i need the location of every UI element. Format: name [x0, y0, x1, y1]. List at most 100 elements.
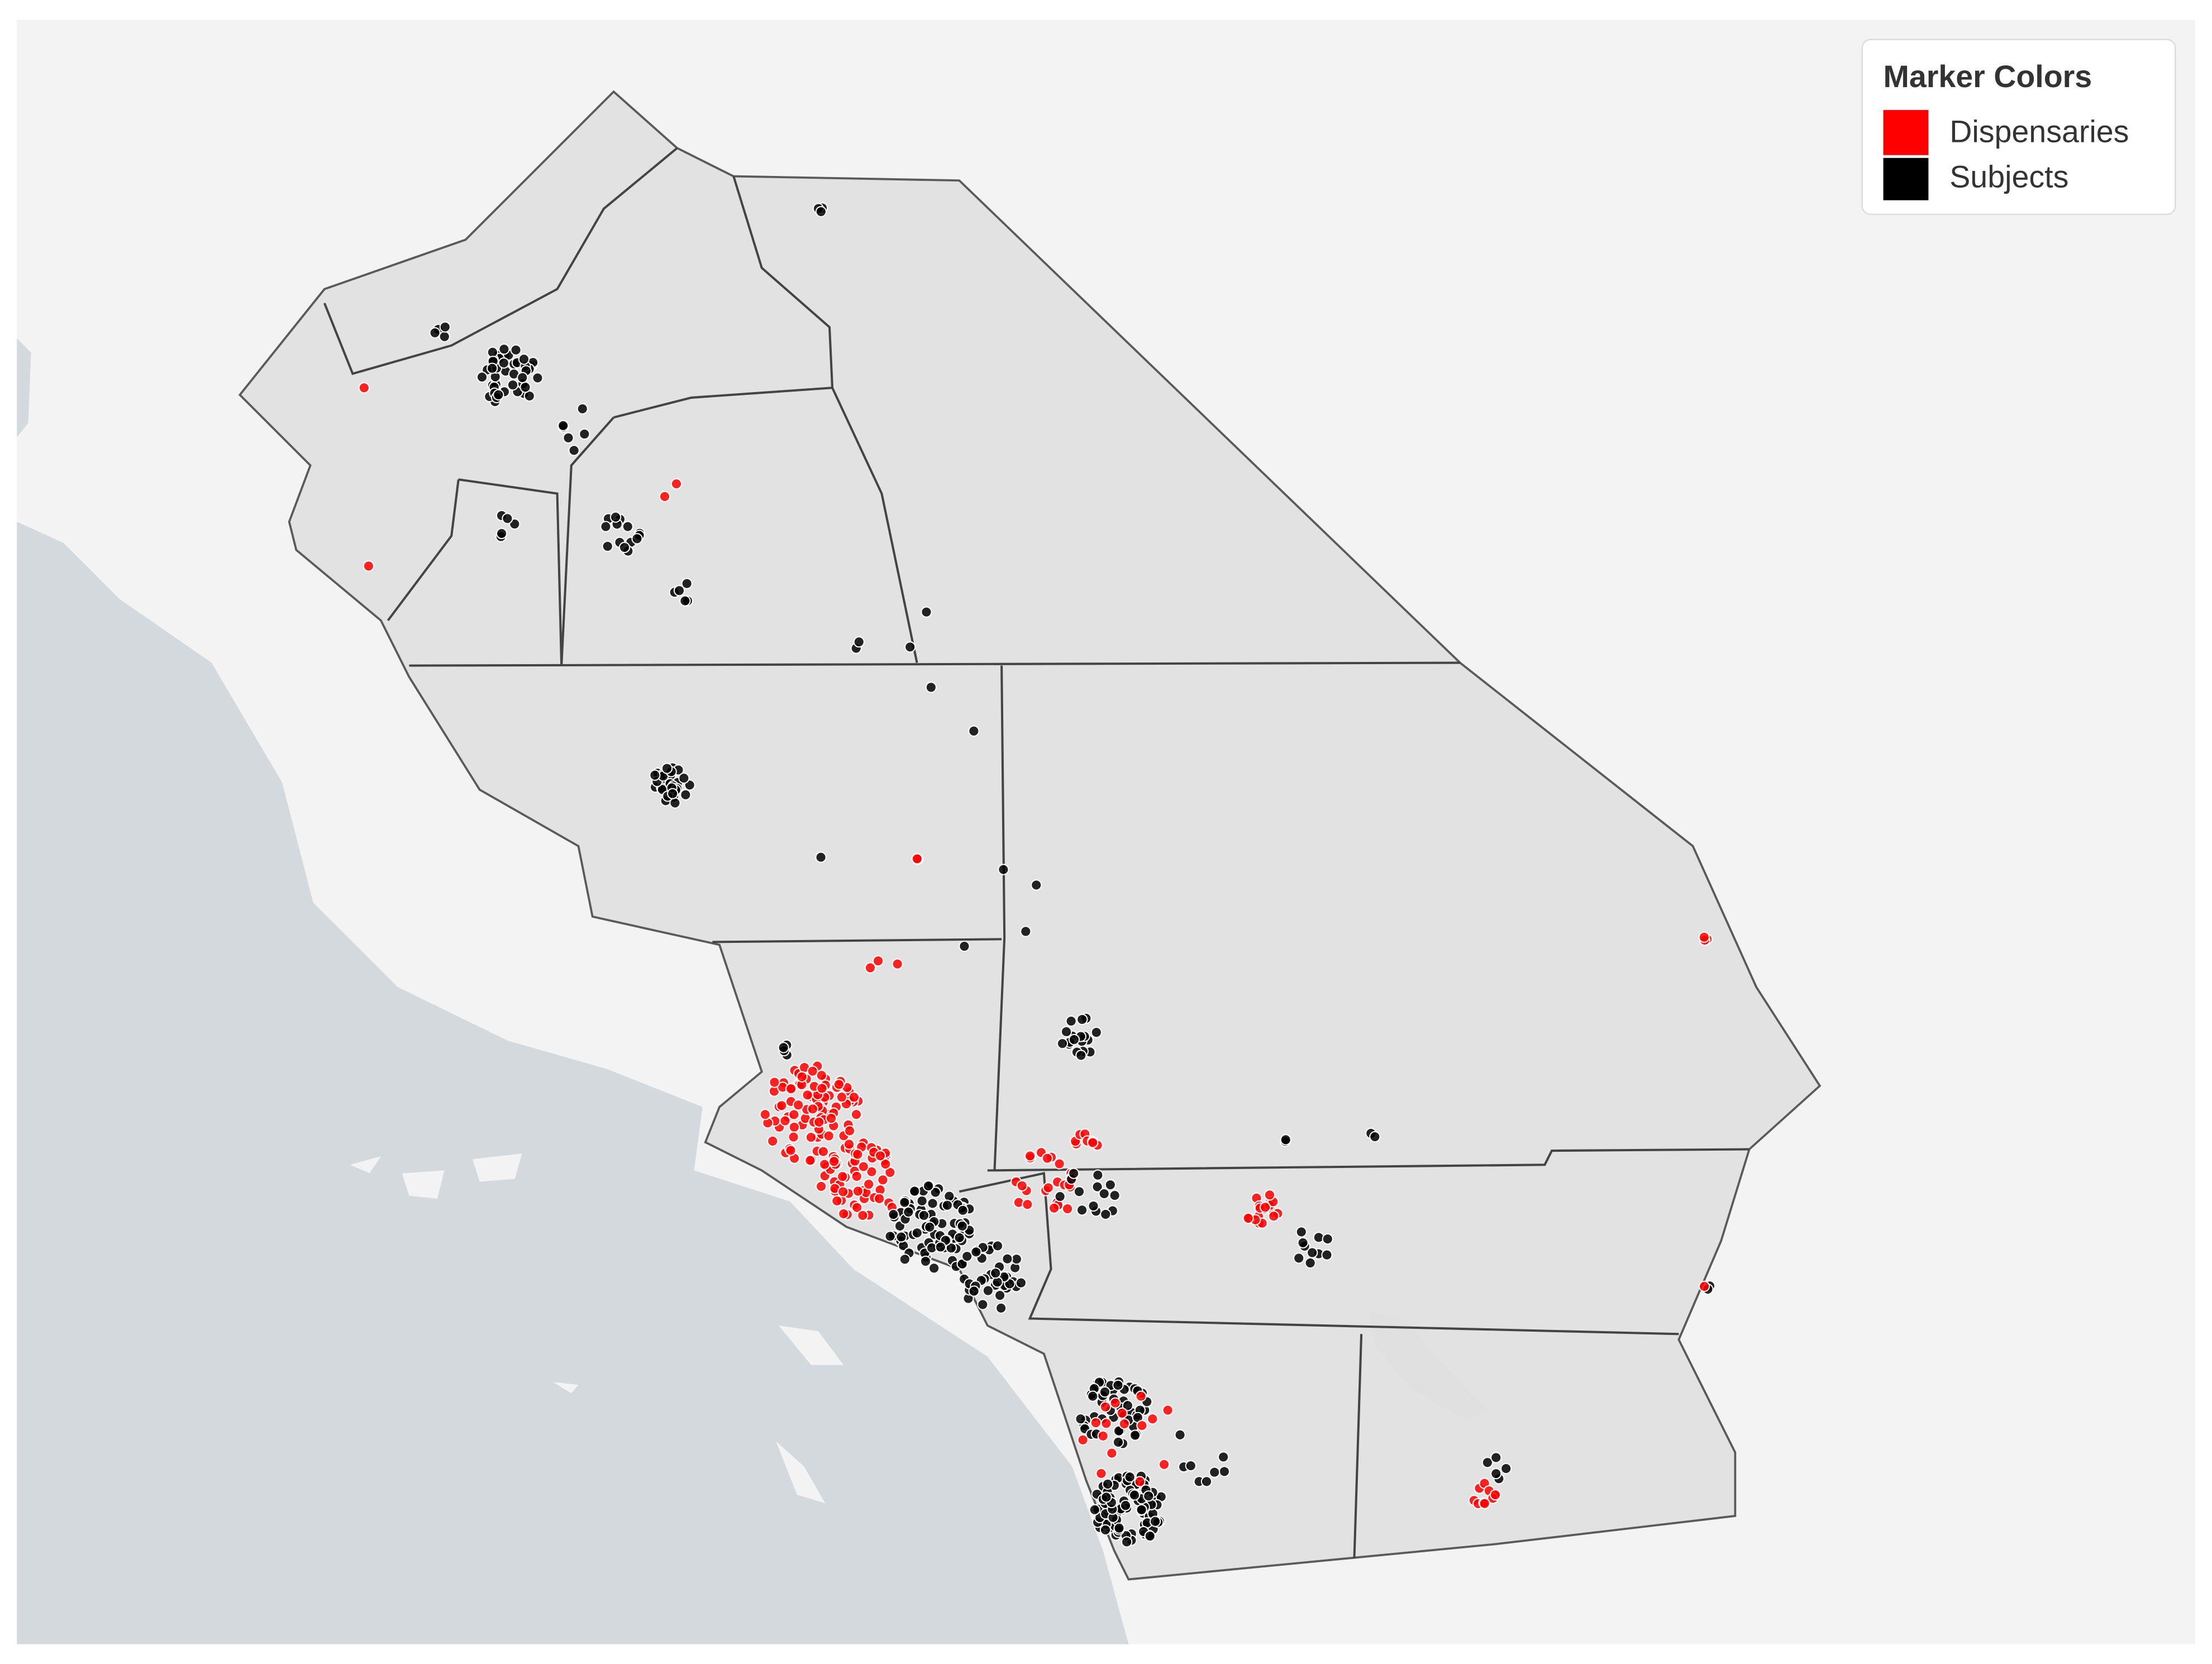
dispensary-marker — [1097, 1430, 1109, 1442]
subject-marker — [476, 371, 488, 383]
subject-marker — [622, 521, 633, 532]
subject-marker — [562, 432, 574, 444]
subject-marker — [1099, 1386, 1111, 1398]
border — [409, 661, 1460, 667]
dispensary-marker — [815, 1180, 827, 1193]
dispensary-marker — [779, 1115, 791, 1127]
dispensary-marker — [880, 1158, 892, 1170]
subject-marker — [1068, 1034, 1080, 1046]
subject-marker — [968, 725, 980, 737]
subject-marker — [968, 1285, 980, 1297]
subject-marker — [1113, 1522, 1125, 1534]
dispensary-marker — [831, 1195, 843, 1207]
dispensary-marker — [1135, 1390, 1147, 1402]
subject-marker — [918, 1209, 930, 1222]
subject-marker — [977, 1299, 989, 1310]
dispensary-marker — [1061, 1203, 1074, 1215]
dispensary-marker — [1024, 1150, 1036, 1162]
border — [993, 665, 1006, 1171]
subject-marker — [618, 541, 631, 554]
subject-marker — [510, 344, 522, 356]
subject-marker — [995, 1302, 1007, 1314]
subject-marker — [1293, 1252, 1305, 1264]
subject-marker — [1218, 1466, 1230, 1477]
subject-marker — [532, 372, 544, 384]
subject-marker — [925, 681, 937, 693]
subject-marker — [438, 331, 450, 342]
dispensary-marker — [769, 1076, 780, 1088]
dispensary-marker — [1016, 1180, 1028, 1192]
dispensary-marker — [805, 1131, 817, 1143]
subject-marker — [853, 636, 865, 648]
dispensary-marker — [1260, 1201, 1271, 1213]
subject-marker — [1099, 1524, 1112, 1536]
subject-marker — [1144, 1530, 1156, 1542]
subject-marker — [498, 343, 510, 355]
dispensary-marker — [767, 1135, 779, 1147]
subject-marker — [1068, 1167, 1080, 1179]
subject-marker — [1174, 1429, 1186, 1441]
subject-marker — [970, 1246, 982, 1258]
subject-marker — [927, 1198, 938, 1209]
subject-marker — [1098, 1188, 1110, 1200]
dispensary-marker — [837, 1186, 849, 1198]
subject-marker — [1481, 1457, 1494, 1468]
subject-marker — [667, 788, 679, 799]
subject-marker — [1056, 1038, 1069, 1050]
subject-marker — [1102, 1478, 1114, 1490]
subject-marker — [888, 1209, 899, 1220]
border — [712, 938, 1002, 943]
subject-marker — [959, 940, 970, 952]
subject-marker — [1307, 1247, 1318, 1258]
subject-marker — [1322, 1233, 1333, 1245]
dispensary-marker — [852, 1148, 864, 1160]
subject-marker — [1002, 1253, 1013, 1265]
dispensary-marker — [1242, 1212, 1254, 1224]
subject-marker — [1092, 1169, 1104, 1181]
border — [387, 479, 460, 622]
subject-marker — [678, 772, 690, 784]
subject-marker — [1295, 1226, 1307, 1238]
subject-marker — [519, 382, 531, 393]
subject-marker — [919, 1255, 932, 1267]
dispensary-marker — [807, 1065, 818, 1077]
dispensary-marker — [816, 1070, 827, 1081]
subject-marker — [1060, 1026, 1072, 1038]
dispensary-marker — [911, 853, 923, 865]
subject-marker — [1150, 1515, 1161, 1527]
subject-marker — [991, 1240, 1004, 1252]
dispensary-marker — [776, 1100, 788, 1112]
dispensary-marker — [1022, 1199, 1033, 1210]
subject-marker — [502, 513, 513, 525]
subject-marker — [904, 641, 916, 653]
subject-marker — [1089, 1504, 1100, 1515]
dispensary-marker — [788, 1131, 799, 1143]
subject-marker — [1075, 1050, 1087, 1061]
subject-marker — [568, 445, 580, 456]
dispensary-marker — [1162, 1404, 1174, 1416]
subject-marker — [945, 1242, 957, 1254]
subject-marker — [921, 606, 932, 618]
dispensary-marker — [873, 955, 884, 967]
dispensary-marker — [659, 490, 671, 503]
border — [323, 147, 678, 375]
subject-marker — [1121, 1536, 1133, 1548]
subject-marker — [507, 379, 519, 391]
subject-marker — [991, 1276, 1003, 1288]
subject-marker — [1321, 1249, 1333, 1261]
dispensary-marker — [1095, 1467, 1107, 1480]
subject-marker — [1076, 1204, 1088, 1216]
dispensary-marker — [892, 958, 903, 970]
dispensary-marker — [874, 1193, 885, 1204]
subject-marker — [929, 1186, 941, 1198]
dispensary-marker — [1268, 1210, 1280, 1222]
subject-marker — [954, 1232, 965, 1243]
subject-marker — [487, 363, 498, 374]
subject-marker — [1112, 1379, 1124, 1391]
subject-marker — [1090, 1027, 1102, 1038]
subject-marker — [1490, 1468, 1502, 1480]
dispensary-marker — [1042, 1182, 1054, 1194]
subject-marker — [579, 428, 590, 440]
subject-marker — [1091, 1181, 1103, 1193]
dispensary-marker — [788, 1121, 800, 1133]
